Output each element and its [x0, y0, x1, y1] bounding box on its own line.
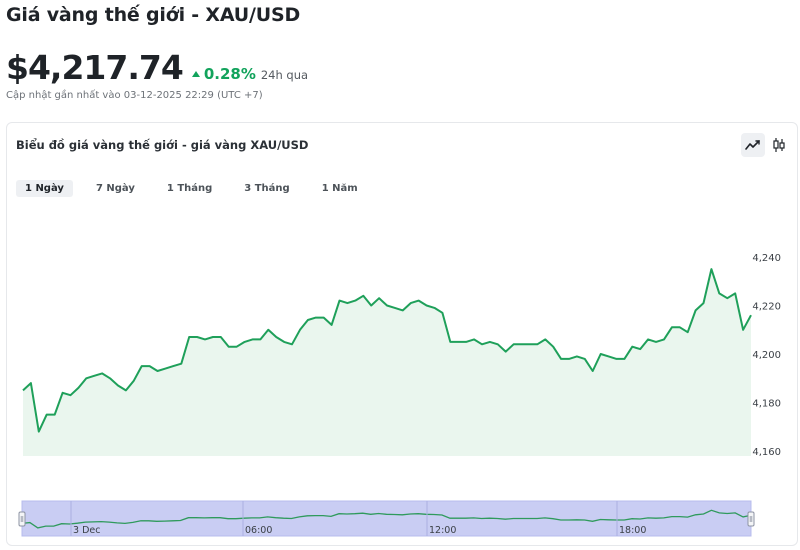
tab-1-month[interactable]: 1 Tháng — [166, 183, 213, 194]
price-area — [23, 269, 751, 456]
y-tick-label: 4,160 — [752, 447, 781, 458]
change-period: 24h qua — [260, 68, 309, 82]
chart-title: Biểu đồ giá vàng thế giới - giá vàng XAU… — [16, 138, 309, 152]
range-tabs: 1 Ngày 7 Ngày 1 Tháng 3 Tháng 1 Năm — [16, 180, 381, 197]
tab-1-year[interactable]: 1 Năm — [321, 183, 358, 194]
candlestick-chart-button[interactable] — [767, 133, 791, 157]
page-title: Giá vàng thế giới - XAU/USD — [6, 4, 301, 26]
last-updated: Cập nhật gần nhất vào 03-12-2025 22:29 (… — [6, 90, 263, 101]
navigator-time-label: 3 Dec — [73, 525, 100, 536]
navigator-line — [21, 509, 752, 529]
candlestick-icon — [773, 138, 785, 152]
navigator-time-label: 06:00 — [245, 525, 272, 536]
tab-1-day[interactable]: 1 Ngày — [16, 180, 73, 197]
current-price: $4,217.74 — [6, 48, 184, 87]
price-row: $4,217.74 0.28% 24h qua — [6, 48, 308, 87]
navigator-selection — [21, 500, 752, 537]
price-change: 0.28% 24h qua — [191, 65, 309, 83]
change-percent: 0.28% — [203, 65, 256, 83]
up-arrow-icon — [191, 71, 200, 77]
y-tick-label: 4,220 — [752, 302, 781, 313]
y-tick-label: 4,200 — [752, 350, 781, 361]
price-line — [22, 268, 752, 433]
navigator-time-label: 12:00 — [429, 525, 456, 536]
navigator-left-handle[interactable] — [18, 511, 26, 527]
y-tick-label: 4,240 — [752, 253, 781, 264]
navigator-time-label: 18:00 — [619, 525, 646, 536]
y-tick-label: 4,180 — [752, 399, 781, 410]
line-chart-icon — [745, 140, 760, 150]
tab-3-months[interactable]: 3 Tháng — [244, 183, 290, 194]
line-chart-button[interactable] — [741, 133, 765, 157]
tab-7-days[interactable]: 7 Ngày — [95, 183, 135, 194]
navigator-right-handle[interactable] — [747, 511, 755, 527]
